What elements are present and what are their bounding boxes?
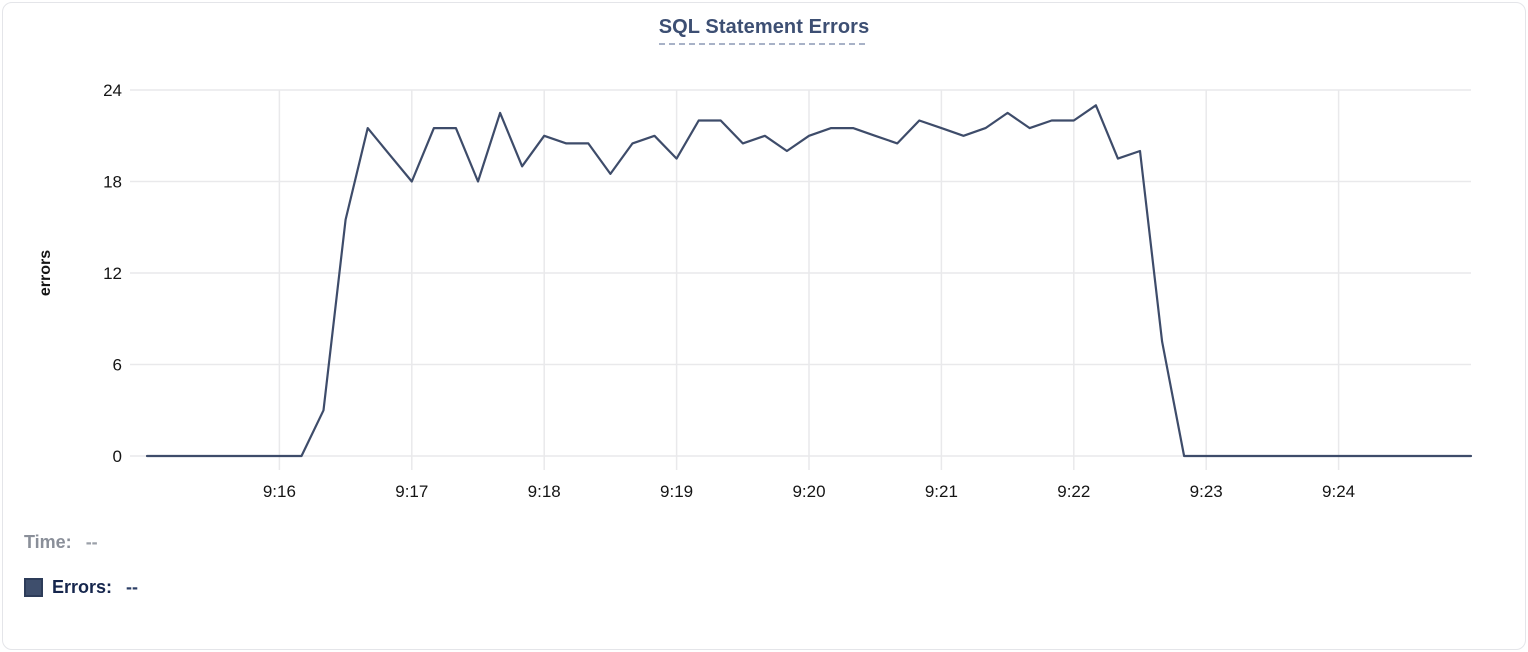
y-tick-label: 12 [103,264,122,283]
x-tick-label: 9:19 [660,482,693,501]
x-tick-label: 9:20 [792,482,825,501]
time-readout-row: Time: -- [24,532,1525,553]
x-tick-label: 9:23 [1190,482,1223,501]
x-tick-label: 9:17 [395,482,428,501]
time-value: -- [85,532,98,552]
errors-series-line [145,104,1473,458]
x-tick-label: 9:21 [925,482,958,501]
time-label: Time: [24,532,72,552]
errors-value: -- [126,577,139,597]
errors-readout-row: Errors: -- [24,577,1525,598]
y-tick-label: 6 [113,356,122,375]
errors-label: Errors: [52,577,113,597]
x-tick-label: 9:16 [263,482,296,501]
x-tick-label: 9:24 [1322,482,1355,501]
hover-readout-legend: Time: -- Errors: -- [24,532,1525,598]
y-tick-label: 0 [113,447,122,466]
x-tick-label: 9:22 [1057,482,1090,501]
chart-title[interactable]: SQL Statement Errors [659,16,870,45]
y-tick-label: 24 [103,81,122,100]
errors-series-swatch-icon [24,578,43,597]
x-tick-label: 9:18 [528,482,561,501]
chart-header: SQL Statement Errors [3,3,1525,56]
y-axis-label: errors [37,250,54,296]
errors-line-chart[interactable]: 0 6 12 18 24 9:16 9:17 9:18 9:19 9:20 9:21 9:22 9:23… [3,56,1525,518]
y-tick-label: 18 [103,173,122,192]
